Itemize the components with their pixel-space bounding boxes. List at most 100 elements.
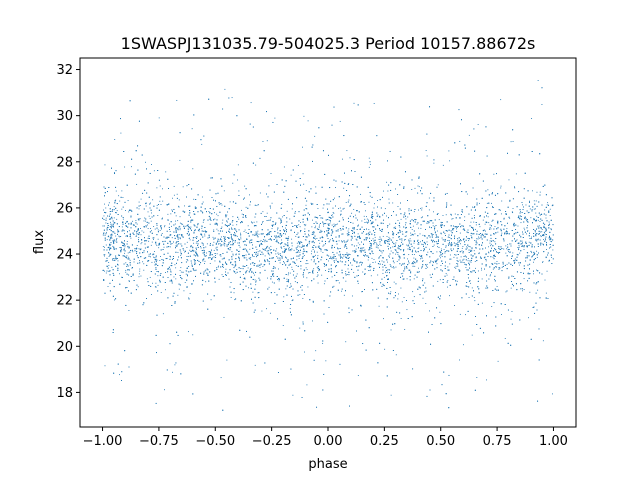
data-point	[382, 222, 384, 224]
data-point	[221, 274, 223, 276]
data-point	[205, 269, 207, 271]
data-point	[436, 230, 438, 232]
data-point	[522, 290, 523, 292]
data-point	[270, 270, 272, 272]
data-point	[116, 218, 118, 220]
data-point	[219, 204, 221, 205]
data-point	[533, 273, 534, 275]
data-point	[346, 252, 348, 254]
data-point	[140, 234, 142, 236]
data-point	[202, 243, 204, 244]
data-point	[393, 233, 395, 235]
data-point	[462, 229, 464, 230]
data-point	[175, 220, 177, 222]
data-point	[511, 311, 513, 312]
data-point	[204, 263, 205, 265]
data-point	[496, 252, 498, 253]
data-point	[111, 237, 113, 239]
data-point	[188, 297, 190, 299]
data-point	[179, 270, 181, 271]
data-point	[257, 265, 259, 267]
data-point	[507, 244, 509, 246]
data-point	[222, 219, 224, 221]
data-point	[259, 192, 261, 194]
data-point	[278, 277, 280, 279]
data-point	[212, 236, 214, 238]
data-point	[349, 157, 351, 159]
data-point	[321, 230, 323, 232]
data-point	[520, 211, 522, 213]
data-point	[330, 221, 331, 223]
data-point	[187, 275, 188, 277]
data-point	[353, 260, 355, 262]
data-point	[151, 212, 153, 214]
data-point	[115, 199, 117, 201]
data-point	[264, 216, 266, 217]
data-point	[203, 219, 205, 221]
data-point	[440, 257, 441, 259]
data-point	[248, 253, 250, 255]
data-point	[453, 278, 455, 280]
data-point	[214, 212, 215, 214]
data-point	[536, 256, 538, 258]
data-point	[107, 286, 109, 287]
data-point	[333, 223, 335, 225]
data-point	[191, 128, 193, 130]
data-point	[188, 255, 190, 257]
data-point	[171, 237, 173, 239]
data-point	[180, 271, 182, 273]
data-point	[341, 240, 342, 242]
data-point	[390, 394, 392, 396]
data-point	[506, 228, 508, 230]
data-point	[501, 314, 502, 315]
data-point	[359, 262, 360, 264]
data-point	[266, 259, 268, 260]
data-point	[305, 239, 307, 241]
data-point	[371, 214, 373, 216]
data-point	[266, 308, 267, 310]
data-point	[271, 281, 273, 283]
data-point	[441, 255, 443, 257]
data-point	[164, 226, 165, 228]
data-point	[216, 228, 218, 230]
data-point	[234, 299, 236, 301]
data-point	[301, 244, 303, 246]
data-point	[413, 263, 415, 265]
data-point	[259, 260, 260, 262]
data-point	[466, 247, 468, 249]
data-point	[130, 166, 132, 168]
data-point	[440, 233, 442, 235]
data-point	[359, 238, 361, 239]
data-point	[421, 209, 423, 211]
data-point	[454, 213, 456, 215]
data-point	[536, 240, 538, 242]
data-point	[273, 224, 275, 226]
data-point	[546, 249, 547, 250]
data-point	[504, 337, 506, 339]
data-point	[330, 220, 331, 221]
data-point	[139, 260, 140, 262]
data-point	[537, 233, 539, 235]
data-point	[157, 284, 159, 286]
data-point	[398, 293, 399, 295]
data-point	[495, 266, 497, 268]
data-point	[361, 247, 363, 249]
data-point	[348, 183, 350, 184]
data-point	[155, 282, 157, 284]
data-point	[146, 278, 148, 280]
data-point	[489, 240, 491, 242]
data-point	[156, 225, 158, 226]
data-point	[270, 173, 272, 175]
data-point	[216, 213, 218, 215]
data-point	[528, 244, 530, 246]
data-point	[343, 255, 345, 257]
data-point	[366, 221, 368, 223]
data-point	[297, 165, 299, 166]
data-point	[143, 231, 145, 233]
data-point	[527, 212, 529, 214]
data-point	[479, 226, 481, 228]
data-point	[310, 259, 312, 261]
data-point	[231, 238, 233, 240]
data-point	[115, 235, 117, 237]
data-point	[478, 236, 479, 238]
